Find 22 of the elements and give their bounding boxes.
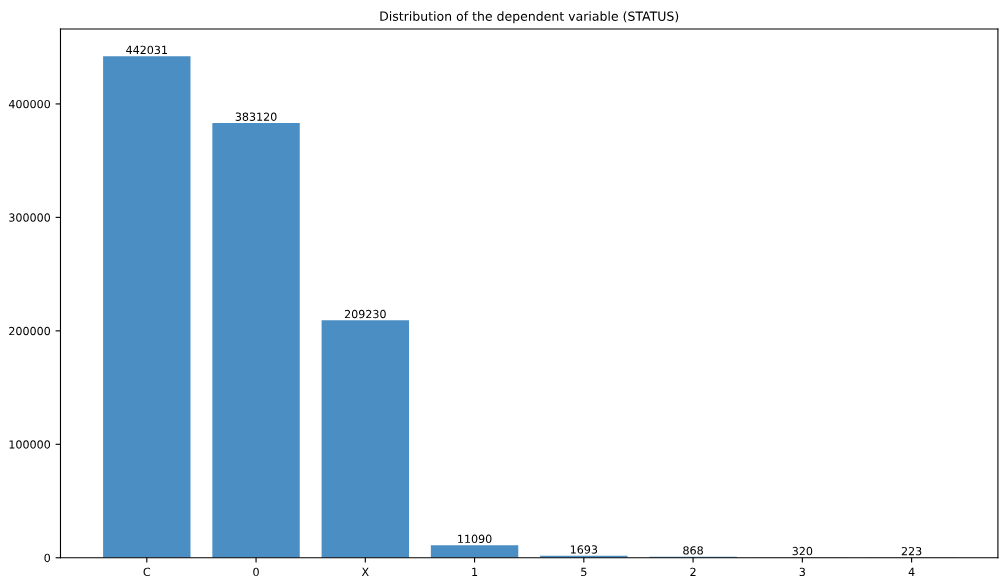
x-tick-label: 0 (253, 567, 259, 577)
x-tick-label: 2 (690, 567, 696, 576)
y-tick-label: 400000 (8, 99, 51, 109)
data-label: 11090 (458, 534, 492, 544)
y-tick-label: 200000 (9, 326, 51, 336)
x-tick-label: X (361, 567, 369, 576)
chart-title: Distribution of the dependent variable (STATUS) (380, 11, 679, 24)
y-tick-label: 300000 (9, 213, 51, 222)
x-tick-label: C (143, 567, 151, 577)
data-label: 209230 (344, 309, 386, 319)
y-tick-label: 0 (44, 553, 51, 563)
x-tick-label: 1 (472, 567, 478, 576)
x-tick-label: 5 (581, 567, 587, 577)
data-label: 442031 (126, 45, 167, 55)
data-label: 383120 (235, 112, 277, 121)
data-label: 868 (683, 546, 703, 555)
data-label: 1693 (570, 545, 598, 554)
data-label: 320 (792, 546, 813, 556)
y-tick-label: 100000 (9, 440, 51, 449)
data-label: 223 (901, 546, 922, 556)
x-tick-label: 3 (799, 567, 805, 577)
x-tick-label: 4 (908, 567, 915, 576)
